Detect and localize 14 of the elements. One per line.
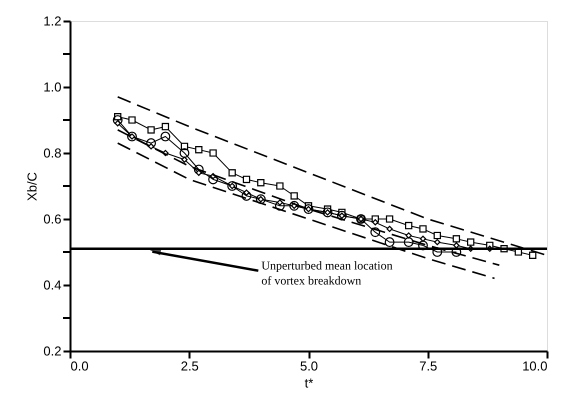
y-tick-label: 0.2 <box>43 344 62 358</box>
x-tick-label: 10.0 <box>522 358 548 374</box>
y-tick-label: 0.8 <box>43 146 62 160</box>
x-tick-label: 7.5 <box>419 358 438 374</box>
y-tick-label: 1.2 <box>43 14 62 28</box>
y-tick-label: 0.4 <box>43 278 62 292</box>
x-axis-title: t* <box>304 376 314 390</box>
annotation: Unperturbed mean location of vortex breakdown <box>261 258 393 288</box>
y-tick-label: 0.6 <box>43 212 62 226</box>
x-tick-label: 0.0 <box>70 358 89 374</box>
y-tick-label: 1.0 <box>43 80 62 94</box>
x-tick-label: 2.5 <box>180 358 199 374</box>
x-tick-label: 5.0 <box>300 358 318 374</box>
y-axis-title: Xb/C <box>24 172 40 201</box>
